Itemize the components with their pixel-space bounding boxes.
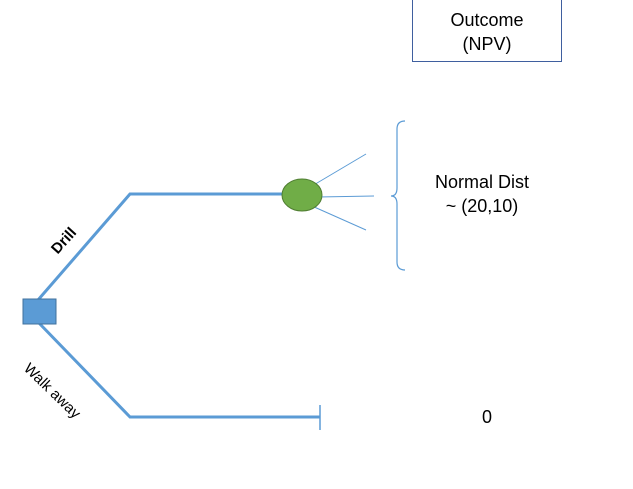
chance-node — [281, 178, 323, 212]
distribution-label: Normal Dist ~ (20,10) — [412, 170, 552, 218]
outcome-header-subtitle: (NPV) — [462, 34, 512, 54]
walk-away-branch-line — [36, 320, 320, 419]
walk-away-outcome-value: 0 — [481, 407, 492, 427]
chance-spread-line-bottom — [311, 205, 367, 231]
distribution-params: ~ (20,10) — [445, 196, 519, 216]
decision-node — [22, 298, 57, 325]
chance-spread-line-middle — [317, 195, 375, 198]
outcome-header-box: Outcome (NPV) — [412, 0, 562, 62]
distribution-name: Normal Dist — [434, 172, 529, 192]
drill-branch-line — [36, 192, 290, 301]
outcome-header-title: Outcome — [450, 10, 524, 30]
distribution-brace — [390, 120, 406, 271]
chance-spread-line-top — [311, 153, 367, 187]
